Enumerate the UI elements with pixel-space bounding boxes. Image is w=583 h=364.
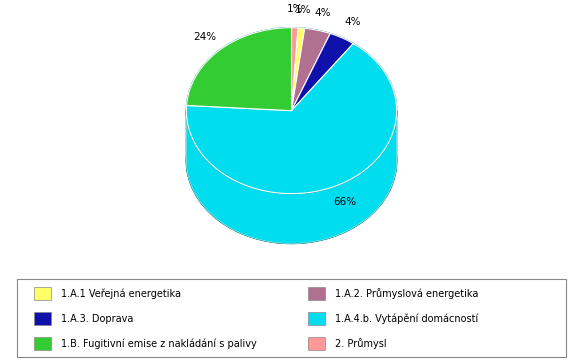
Polygon shape [292, 33, 353, 111]
Ellipse shape [187, 28, 396, 194]
Bar [34, 337, 51, 350]
Bar [34, 312, 51, 325]
Polygon shape [187, 111, 396, 244]
Text: 4%: 4% [344, 17, 360, 27]
Bar [308, 312, 325, 325]
Text: 4%: 4% [315, 8, 331, 17]
Text: 1.A.3. Doprava: 1.A.3. Doprava [61, 313, 134, 324]
Text: 1.A.4.b. Vytápění domácností: 1.A.4.b. Vytápění domácností [335, 313, 479, 324]
Text: 66%: 66% [333, 197, 357, 207]
Ellipse shape [187, 78, 396, 244]
Bar [308, 287, 325, 300]
Polygon shape [187, 44, 396, 194]
Polygon shape [187, 111, 396, 244]
Bar [34, 287, 51, 300]
Text: 2. Průmysl: 2. Průmysl [335, 338, 387, 349]
Text: 1%: 1% [287, 4, 304, 15]
Bar [308, 337, 325, 350]
Polygon shape [187, 28, 292, 111]
FancyBboxPatch shape [17, 279, 566, 357]
Polygon shape [292, 28, 298, 111]
Text: 1.A.2. Průmyslová energetika: 1.A.2. Průmyslová energetika [335, 288, 479, 299]
Polygon shape [292, 28, 330, 111]
Text: 24%: 24% [194, 32, 217, 42]
Polygon shape [292, 28, 305, 111]
Text: 1.A.1 Veřejná energetika: 1.A.1 Veřejná energetika [61, 288, 181, 298]
Text: 1%: 1% [295, 5, 312, 15]
Text: 1.B. Fugitivní emise z nakládání s palivy: 1.B. Fugitivní emise z nakládání s paliv… [61, 339, 257, 349]
